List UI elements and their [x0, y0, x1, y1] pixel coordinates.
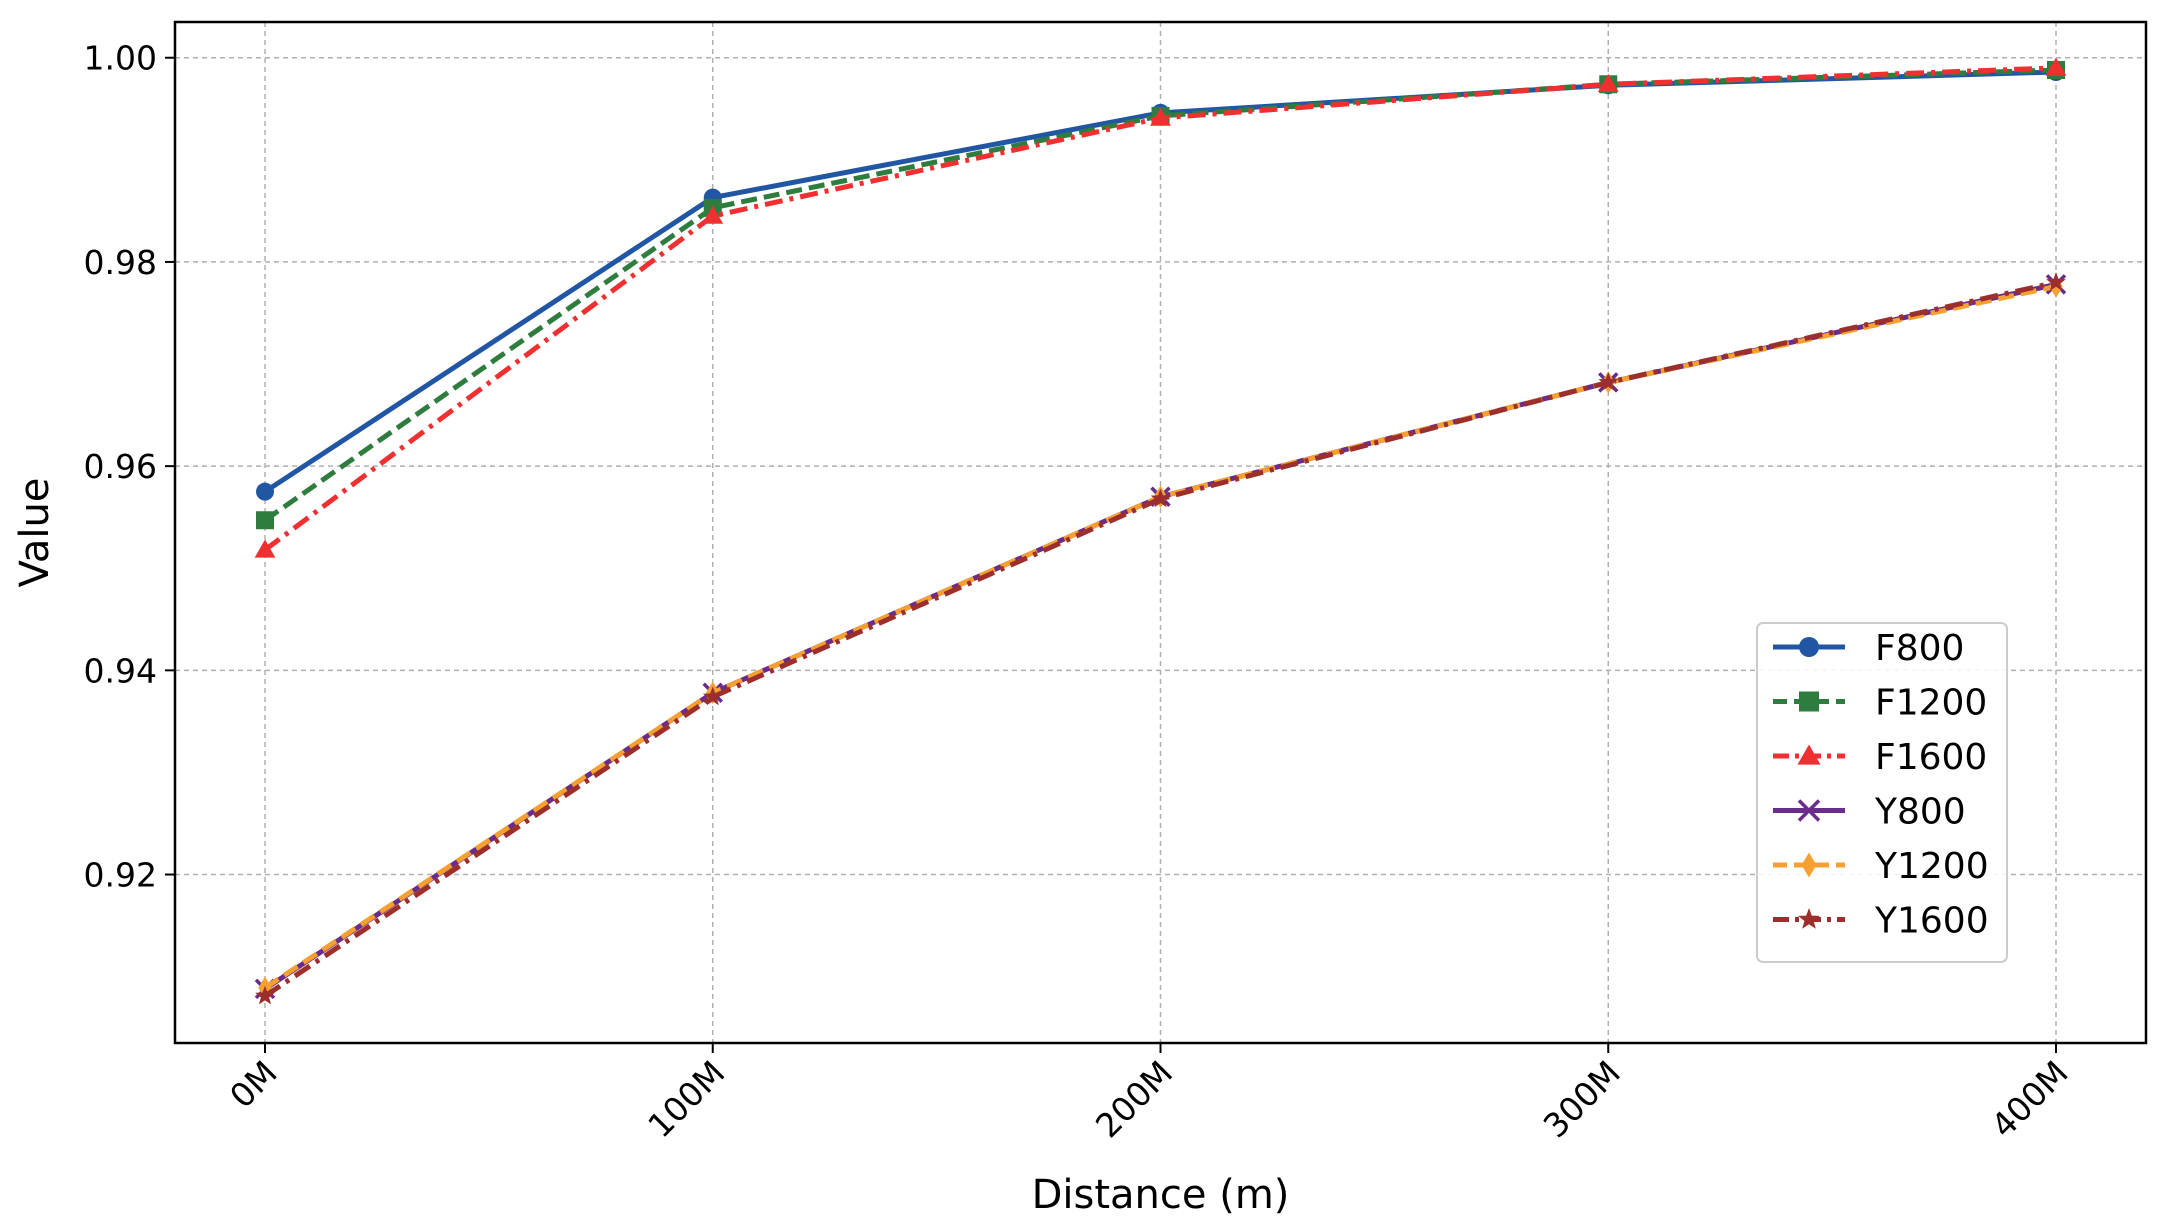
y-tick-label: 0.94 — [84, 651, 157, 690]
legend-label: Y1200 — [1874, 846, 1989, 887]
series-f800 — [256, 63, 2065, 501]
series-f1600 — [254, 57, 2067, 558]
legend-marker — [1799, 637, 1819, 657]
legend-marker — [1799, 691, 1819, 712]
legend-item: F800 — [1773, 628, 1964, 669]
data-point — [1150, 107, 1171, 126]
legend-label: F800 — [1875, 628, 1964, 669]
y-tick-label: 0.96 — [84, 447, 157, 486]
legend-item: F1200 — [1773, 683, 1987, 724]
data-point — [1598, 372, 1619, 391]
y-tick-label: 1.00 — [84, 39, 157, 78]
y-axis-label: Value — [12, 478, 58, 588]
legend-label: Y800 — [1874, 792, 1966, 833]
data-point — [1597, 73, 1619, 93]
legend-marker — [1801, 852, 1817, 878]
legend-frame — [1756, 622, 2008, 963]
legend-item: F1600 — [1773, 737, 1987, 778]
x-tick-label: 200M — [1088, 1053, 1180, 1145]
data-point — [256, 511, 274, 530]
x-tick-label: 0M — [222, 1053, 285, 1116]
data-point — [2045, 57, 2067, 76]
data-point — [255, 985, 275, 1005]
data-point — [256, 482, 274, 501]
legend-marker — [1797, 799, 1821, 822]
data-point — [1150, 488, 1171, 508]
legend-item: Y800 — [1773, 792, 1966, 833]
data-point — [254, 539, 276, 558]
legend-marker — [1797, 744, 1821, 765]
data-point — [702, 205, 724, 224]
legend-label: F1600 — [1875, 737, 1987, 778]
y-tick-label: 0.92 — [84, 856, 157, 895]
legend-item: Y1200 — [1773, 846, 1989, 887]
legend-item: Y1600 — [1773, 901, 1989, 942]
data-point — [2046, 272, 2066, 291]
legend-label: F1200 — [1875, 683, 1987, 724]
legend-label: Y1600 — [1874, 901, 1989, 942]
x-tick-label: 100M — [640, 1053, 732, 1145]
legend-marker — [1798, 908, 1820, 929]
series-y1600 — [255, 272, 2066, 1005]
x-tick-label: 300M — [1536, 1053, 1628, 1145]
axis-ticks: 0.92 0.94 0.96 0.98 1.00 0M 100M 200M 300M 400M — [84, 39, 2076, 1146]
x-tick-label: 400M — [1983, 1053, 2075, 1145]
x-axis-label: Distance (m) — [1032, 1172, 1290, 1218]
grid-lines — [175, 22, 2146, 1043]
legend: F800 F1200 F1600 Y800 Y1200 Y1600 — [1756, 622, 2008, 963]
data-point — [702, 686, 723, 706]
series-lines — [254, 57, 2067, 1005]
y-tick-label: 0.98 — [84, 243, 157, 282]
